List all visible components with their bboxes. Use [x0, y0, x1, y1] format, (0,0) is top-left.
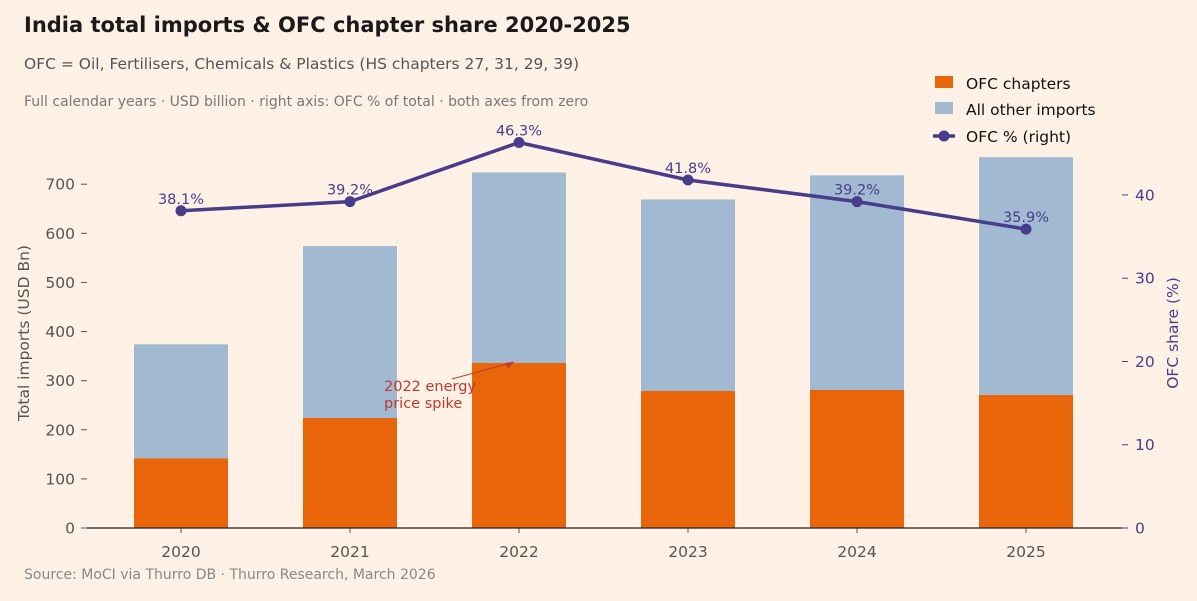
bar-ofc-2022 [472, 362, 566, 528]
x-tick-label: 2021 [330, 543, 369, 561]
y-axis-label: Total imports (USD Bn) [15, 245, 33, 422]
y-right-tick-label: 10 [1135, 436, 1155, 454]
bar-other-2025 [979, 157, 1073, 395]
legend: OFC chapters All other imports OFC % (righ… [933, 75, 1096, 146]
point-ofc-share-2025 [1020, 223, 1032, 235]
y-tick-label: 500 [45, 274, 75, 292]
bar-other-2020 [134, 344, 228, 459]
x-tick-label: 2022 [499, 543, 538, 561]
x-tick-label: 2025 [1006, 543, 1045, 561]
line-ofc-share [180, 140, 1027, 231]
y-tick-label: 300 [45, 372, 75, 390]
point-ofc-share-2022 [513, 136, 525, 148]
bar-ofc-2021 [303, 417, 397, 528]
y-tick-label: 100 [45, 470, 75, 488]
bar-ofc-2020 [134, 458, 228, 528]
data-label: 38.1% [158, 192, 204, 208]
chart-subtitle: OFC = Oil, Fertilisers, Chemicals & Plas… [24, 55, 579, 73]
point-ofc-share-2021 [344, 196, 356, 208]
bar-other-2023 [641, 199, 735, 391]
point-ofc-share-2024 [851, 196, 863, 208]
bar-other-2021 [303, 246, 397, 418]
annotation-text: 2022 energy [384, 379, 476, 395]
y-right-tick-label: 0 [1135, 520, 1145, 538]
y-tick-label: 600 [45, 225, 75, 243]
chart-note: Full calendar years · USD billion · righ… [24, 94, 588, 110]
y-tick-label: 700 [45, 176, 75, 194]
y-tick-label: 200 [45, 421, 75, 439]
y-right-tick-label: 30 [1135, 270, 1155, 288]
bar-ofc-2023 [641, 390, 735, 528]
bar-ofc-2025 [979, 394, 1073, 528]
y-tick-label: 400 [45, 323, 75, 341]
y-right-tick-label: 40 [1135, 186, 1155, 204]
annotation-arrowhead [505, 361, 514, 368]
data-label: 39.2% [834, 183, 880, 199]
legend-label: OFC % (right) [966, 128, 1071, 146]
x-tick-label: 2024 [837, 543, 876, 561]
legend-label: All other imports [966, 101, 1096, 119]
y-tick-label: 0 [65, 520, 75, 538]
bar-other-2024 [810, 175, 904, 390]
annotation-text: price spike [384, 396, 462, 412]
legend-swatch-other [935, 102, 953, 114]
chart-title: India total imports & OFC chapter share … [24, 13, 631, 37]
point-ofc-share-2023 [682, 174, 694, 186]
point-ofc-share-2020 [175, 205, 187, 217]
chart-source: Source: MoCI via Thurro DB · Thurro Rese… [24, 567, 436, 583]
data-label: 41.8% [665, 161, 711, 177]
y-axis-right-label: OFC share (%) [1164, 277, 1182, 389]
y-right-tick-label: 20 [1135, 353, 1155, 371]
data-label: 39.2% [327, 183, 373, 199]
bar-ofc-2024 [810, 389, 904, 528]
data-label: 35.9% [1003, 210, 1049, 226]
x-tick-label: 2023 [668, 543, 707, 561]
data-label: 46.3% [496, 123, 542, 139]
annotation-arrow [451, 361, 515, 380]
bar-other-2022 [472, 172, 566, 363]
x-tick-label: 2020 [161, 543, 200, 561]
legend-label: OFC chapters [966, 75, 1071, 93]
legend-swatch-marker [938, 130, 950, 142]
legend-swatch-ofc [935, 76, 953, 88]
